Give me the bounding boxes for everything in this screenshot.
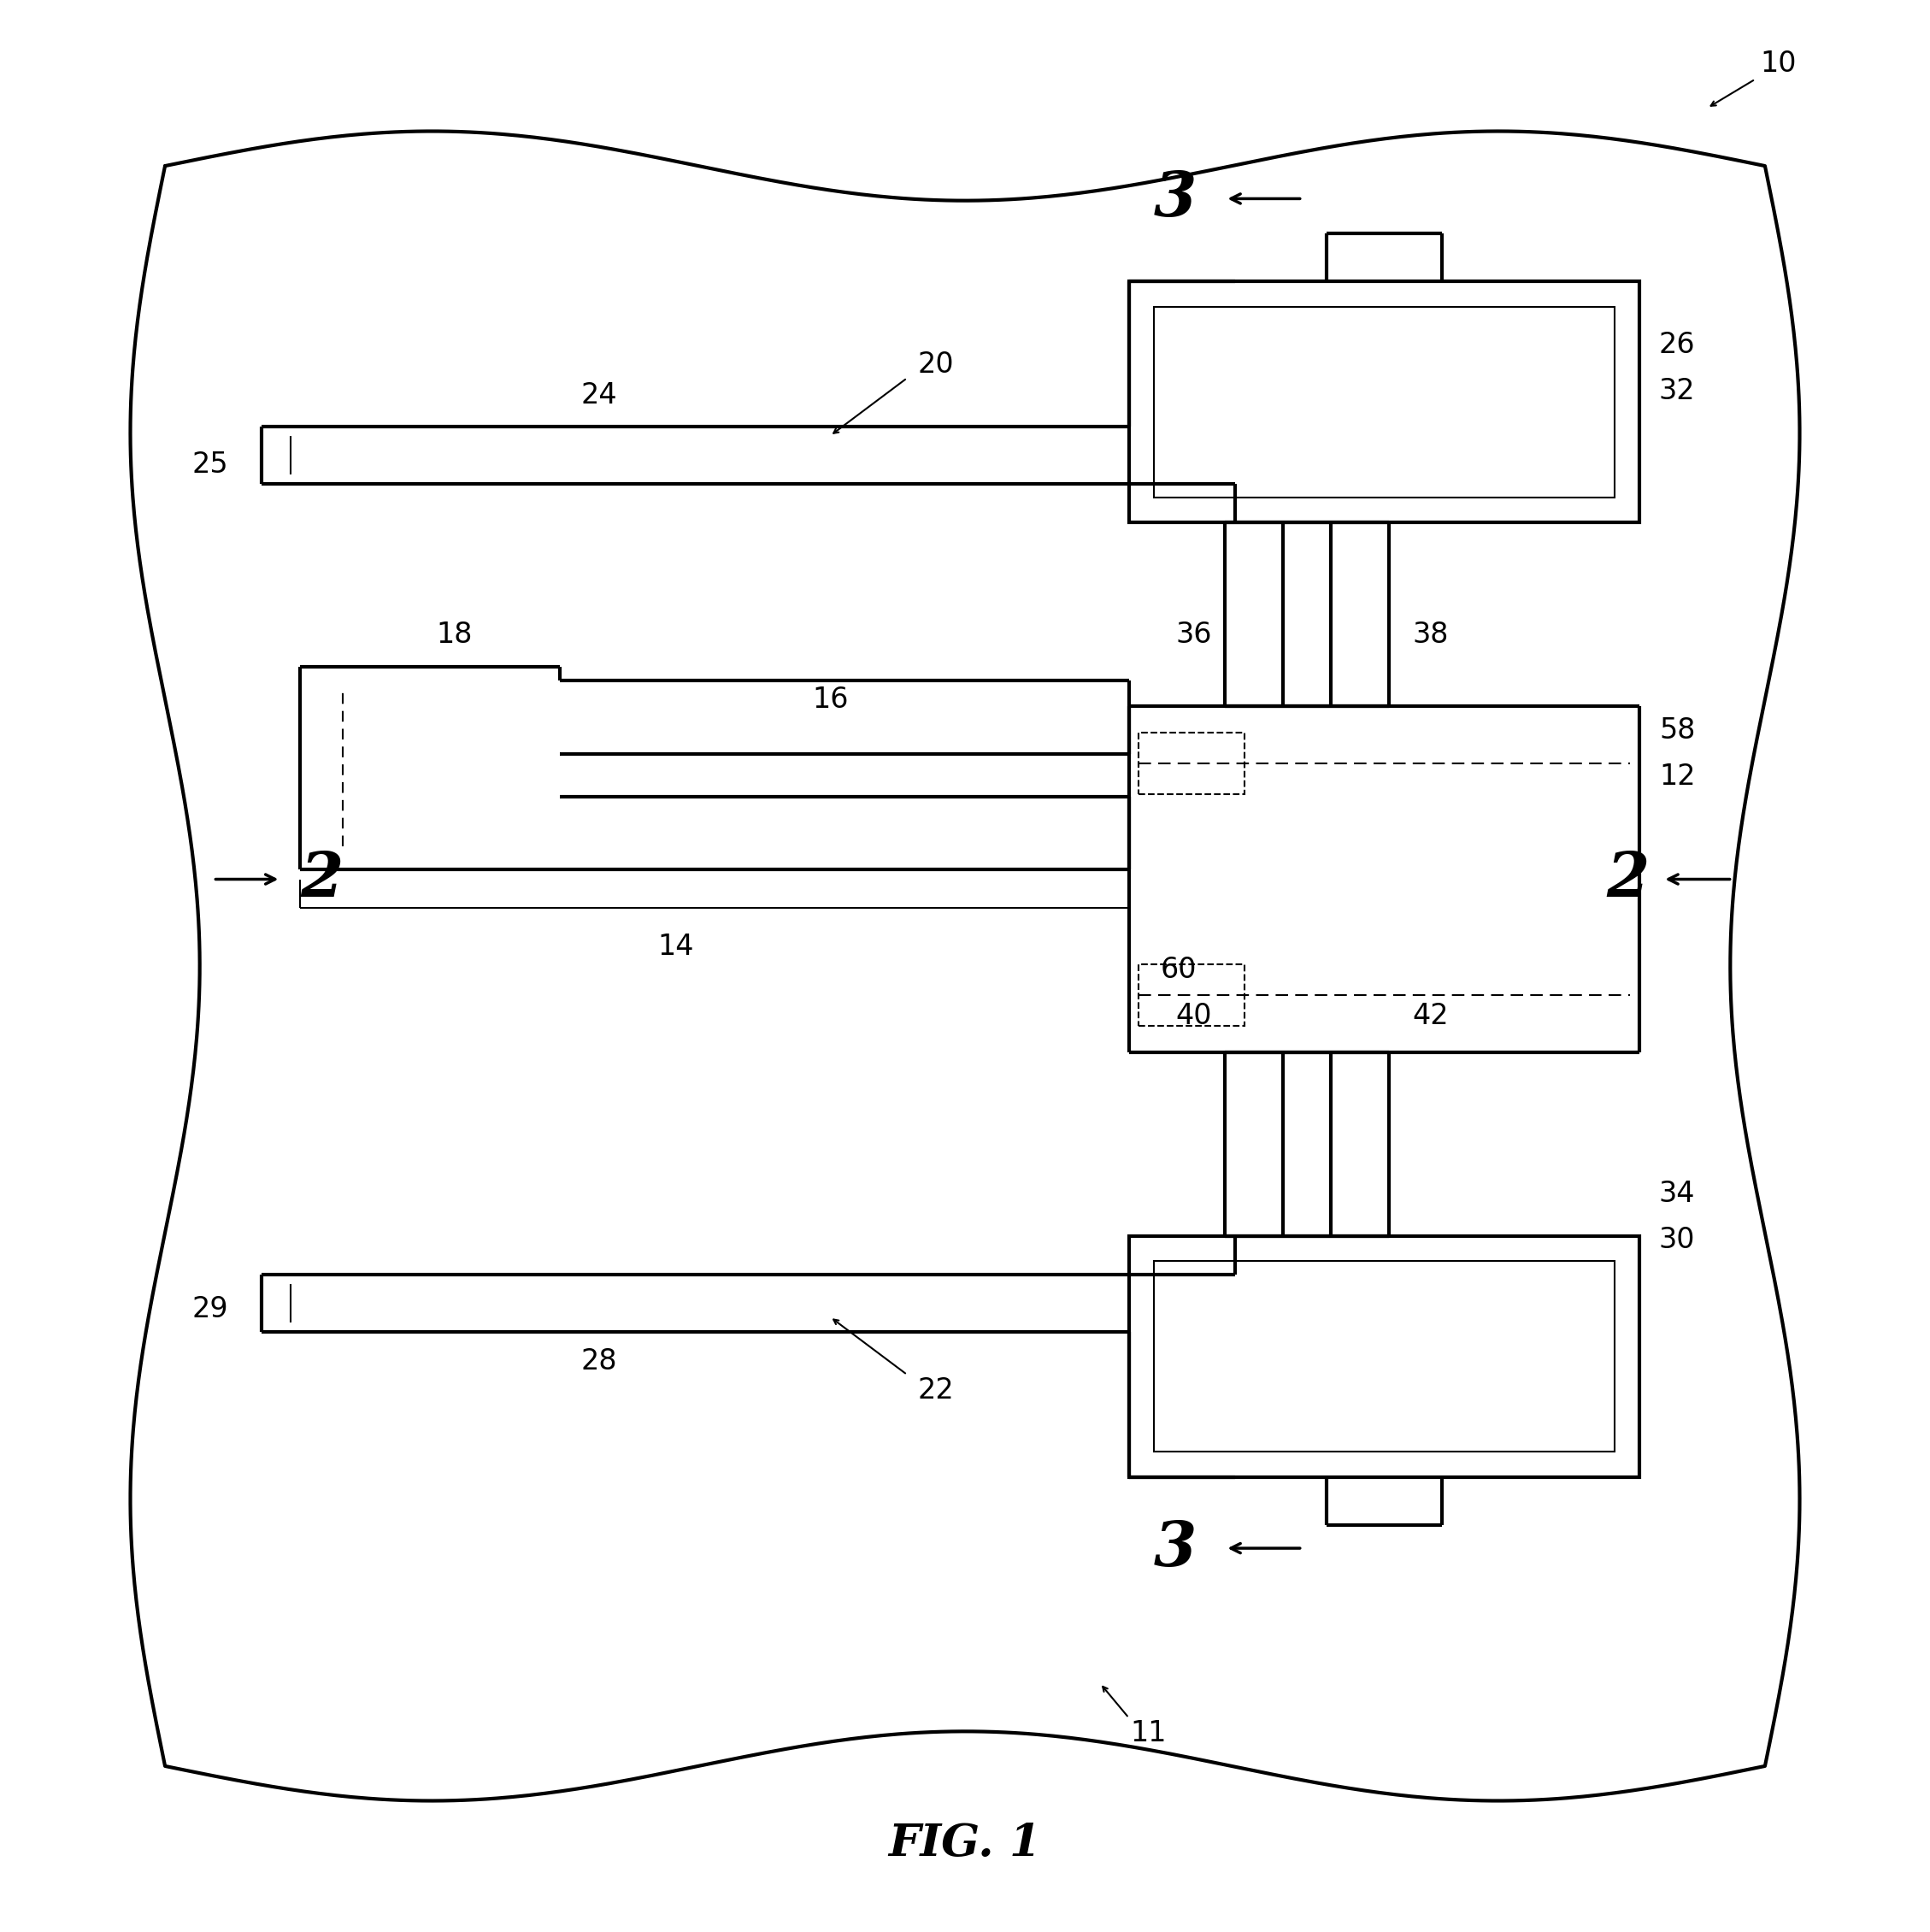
Text: 40: 40	[1175, 1003, 1212, 1030]
Text: 18: 18	[436, 620, 473, 649]
Text: FIG. 1: FIG. 1	[888, 1822, 1042, 1864]
Bar	[1139, 732, 1245, 794]
Text: 36: 36	[1175, 620, 1212, 649]
Text: 28: 28	[581, 1347, 618, 1376]
Text: 42: 42	[1413, 1003, 1449, 1030]
Text: 32: 32	[1660, 377, 1695, 406]
Text: 38: 38	[1413, 620, 1448, 649]
Text: 22: 22	[919, 1376, 953, 1405]
Bar	[1154, 1262, 1615, 1451]
Text: 3: 3	[1154, 1519, 1197, 1578]
Text: 34: 34	[1660, 1179, 1695, 1208]
Text: 26: 26	[1660, 330, 1695, 359]
Text: 3: 3	[1154, 168, 1197, 230]
Bar	[1139, 964, 1245, 1026]
Bar	[1154, 307, 1615, 498]
Text: 30: 30	[1660, 1225, 1695, 1254]
Bar	[1129, 1236, 1640, 1476]
Text: 16: 16	[813, 686, 847, 715]
Text: 29: 29	[193, 1294, 228, 1323]
Text: 20: 20	[919, 350, 953, 379]
Text: 11: 11	[1129, 1719, 1166, 1747]
Bar	[1129, 282, 1640, 522]
Text: 12: 12	[1660, 763, 1695, 792]
Text: 25: 25	[193, 450, 228, 479]
Text: 60: 60	[1160, 956, 1197, 983]
Text: 2: 2	[1606, 848, 1650, 910]
Text: 2: 2	[299, 848, 344, 910]
Text: 10: 10	[1760, 50, 1797, 77]
Text: 14: 14	[658, 933, 695, 960]
Text: 58: 58	[1660, 717, 1695, 746]
Text: 24: 24	[581, 381, 618, 410]
